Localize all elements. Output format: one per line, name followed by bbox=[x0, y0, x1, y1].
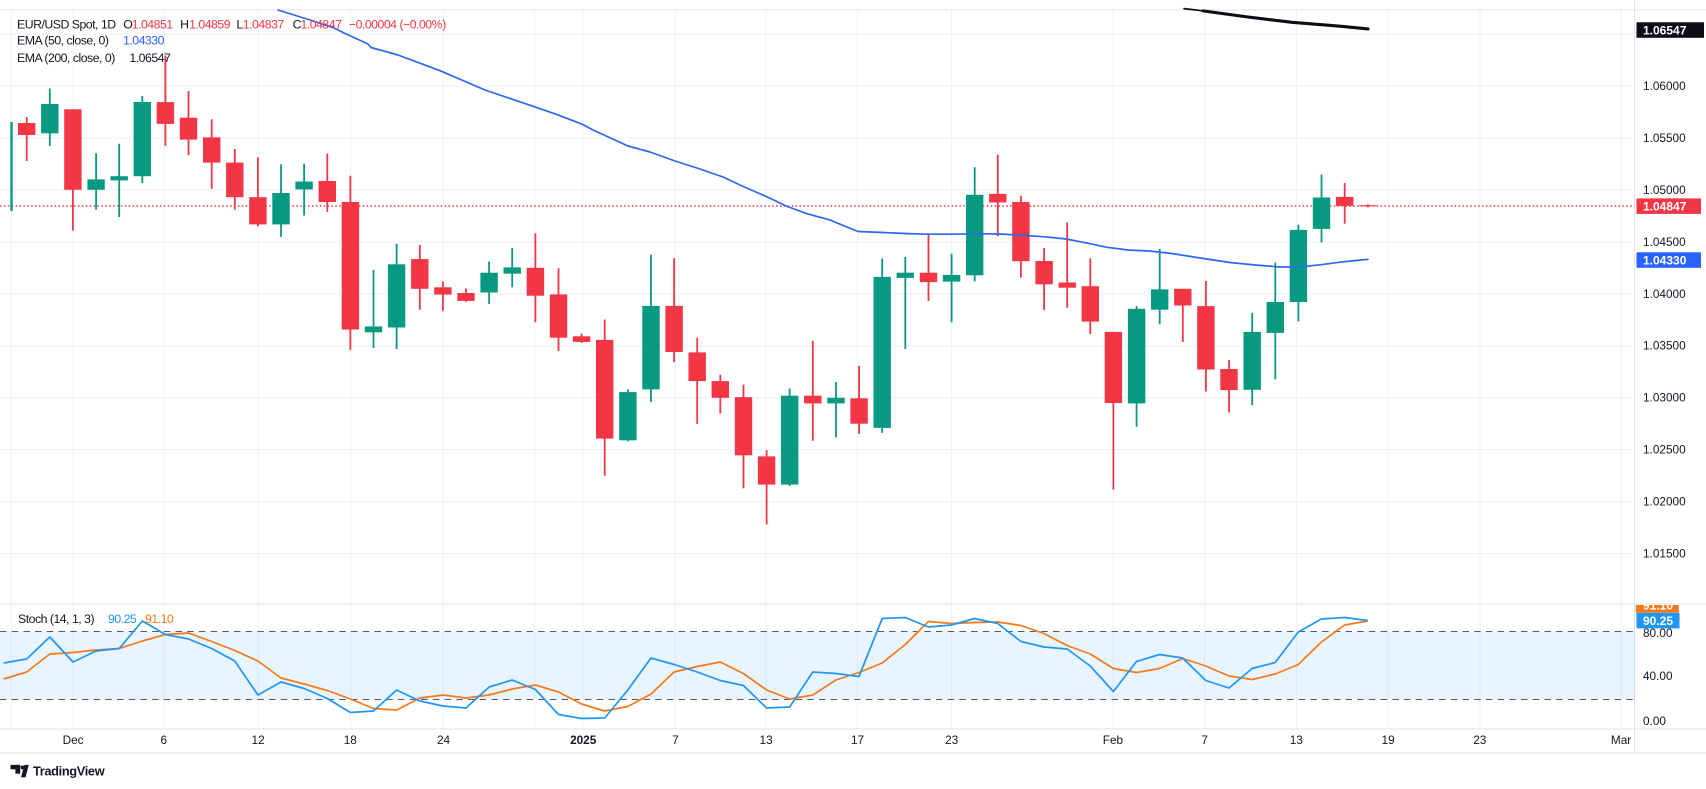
svg-text:1.02500: 1.02500 bbox=[1643, 443, 1686, 457]
svg-text:L: L bbox=[236, 17, 243, 31]
svg-text:1.03000: 1.03000 bbox=[1643, 391, 1686, 405]
svg-text:2025: 2025 bbox=[570, 733, 597, 747]
svg-text:13: 13 bbox=[1290, 733, 1304, 747]
svg-text:91.10: 91.10 bbox=[145, 612, 174, 626]
svg-text:91.10: 91.10 bbox=[1643, 599, 1673, 613]
svg-text:C: C bbox=[293, 17, 302, 31]
svg-text:Mar: Mar bbox=[1611, 733, 1631, 747]
svg-text:1.04330: 1.04330 bbox=[1643, 253, 1687, 267]
svg-text:7: 7 bbox=[1201, 733, 1208, 747]
svg-text:1.04500: 1.04500 bbox=[1643, 235, 1686, 249]
svg-text:90.25: 90.25 bbox=[1643, 614, 1673, 628]
svg-text:40.00: 40.00 bbox=[1643, 669, 1673, 683]
svg-text:1.03500: 1.03500 bbox=[1643, 339, 1686, 353]
svg-text:19: 19 bbox=[1382, 733, 1395, 747]
svg-text:1.04847: 1.04847 bbox=[1643, 200, 1687, 214]
svg-text:7: 7 bbox=[672, 733, 679, 747]
svg-text:EUR/USD Spot, 1D: EUR/USD Spot, 1D bbox=[17, 17, 116, 31]
svg-text:1.04330: 1.04330 bbox=[123, 34, 165, 48]
svg-text:Dec: Dec bbox=[63, 733, 84, 747]
svg-text:Stoch (14, 1, 3): Stoch (14, 1, 3) bbox=[18, 612, 94, 626]
svg-text:23: 23 bbox=[1473, 733, 1487, 747]
svg-text:1.02000: 1.02000 bbox=[1643, 494, 1686, 508]
svg-text:1.06000: 1.06000 bbox=[1643, 79, 1686, 93]
svg-text:90.25: 90.25 bbox=[108, 612, 137, 626]
svg-text:Feb: Feb bbox=[1103, 733, 1124, 747]
svg-text:1.01500: 1.01500 bbox=[1643, 546, 1686, 560]
svg-text:17: 17 bbox=[851, 733, 864, 747]
svg-text:18: 18 bbox=[344, 733, 358, 747]
svg-text:1.04847: 1.04847 bbox=[301, 17, 343, 31]
svg-text:1.06547: 1.06547 bbox=[1643, 23, 1687, 37]
svg-text:6: 6 bbox=[161, 733, 168, 747]
svg-text:−0.00004 (−0.00%): −0.00004 (−0.00%) bbox=[349, 17, 446, 31]
svg-text:1.04000: 1.04000 bbox=[1643, 287, 1686, 301]
svg-text:TradingView: TradingView bbox=[33, 763, 105, 778]
svg-text:1.04851: 1.04851 bbox=[132, 17, 174, 31]
svg-text:EMA (200, close, 0): EMA (200, close, 0) bbox=[17, 51, 115, 65]
svg-text:1.04837: 1.04837 bbox=[243, 17, 285, 31]
svg-text:O: O bbox=[123, 17, 132, 31]
svg-text:1.05000: 1.05000 bbox=[1643, 183, 1686, 197]
svg-text:24: 24 bbox=[437, 733, 451, 747]
svg-text:1.04859: 1.04859 bbox=[189, 17, 231, 31]
svg-text:0.00: 0.00 bbox=[1643, 714, 1666, 728]
svg-text:1.05500: 1.05500 bbox=[1643, 131, 1686, 145]
svg-text:13: 13 bbox=[760, 733, 774, 747]
svg-text:80.00: 80.00 bbox=[1643, 626, 1673, 640]
svg-text:EMA (50, close, 0): EMA (50, close, 0) bbox=[17, 34, 109, 48]
svg-text:23: 23 bbox=[945, 733, 959, 747]
svg-text:1.06547: 1.06547 bbox=[129, 51, 171, 65]
svg-text:H: H bbox=[180, 17, 188, 31]
svg-text:12: 12 bbox=[252, 733, 265, 747]
